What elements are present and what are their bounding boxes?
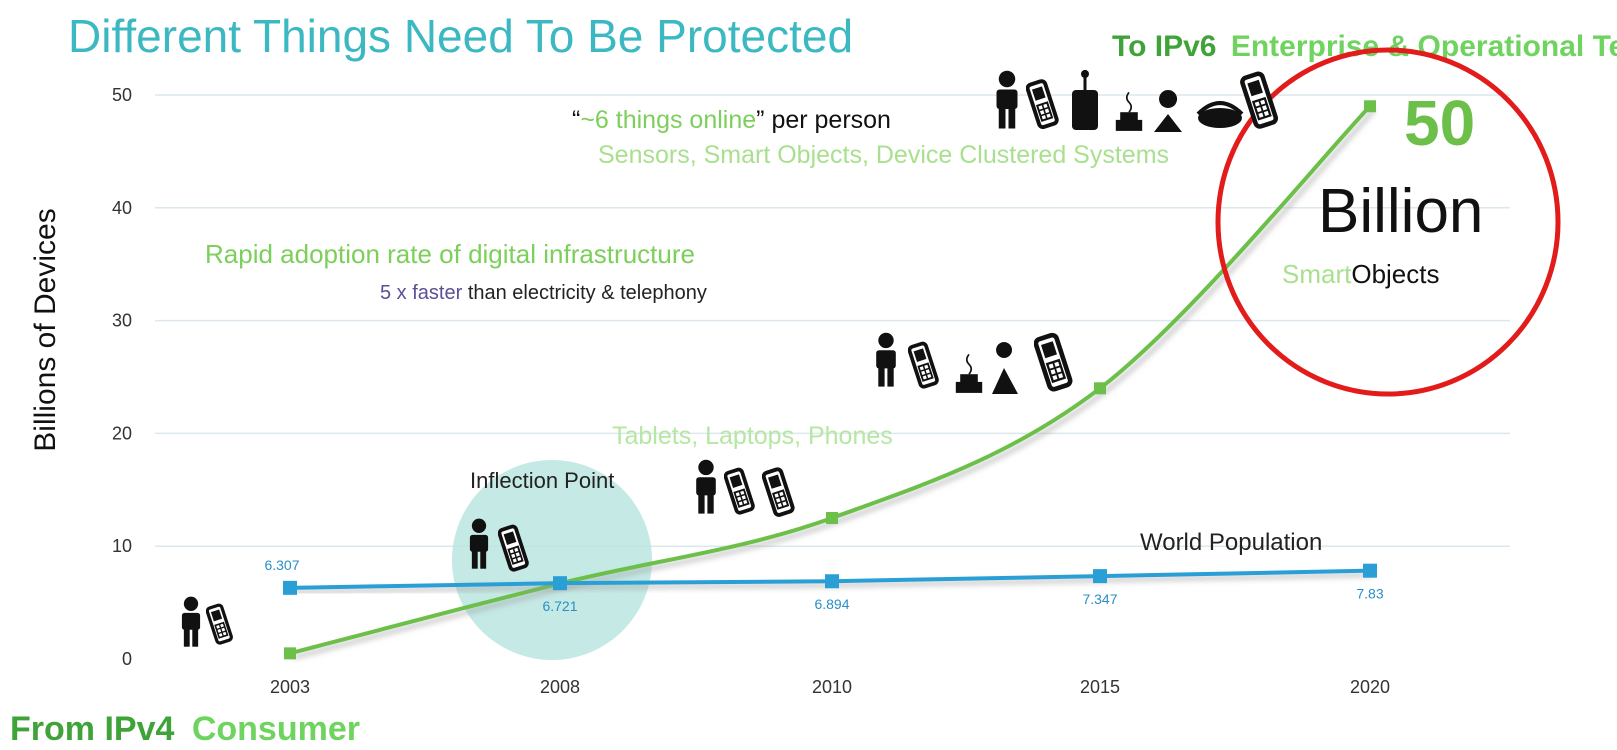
banner-bottom-ipv4: From IPv4 xyxy=(10,710,174,748)
y-tick-label: 20 xyxy=(112,423,132,443)
person-icon xyxy=(876,332,896,387)
device-icon xyxy=(954,353,984,394)
person-icon xyxy=(696,459,716,514)
inflection-point-label: Inflection Point xyxy=(470,468,614,493)
devices-point xyxy=(1094,382,1106,395)
x-tick-label: 2003 xyxy=(270,677,310,697)
banner-top-enterprise: Enterprise & Operational Technologies xyxy=(1231,30,1617,63)
population-data-label: 6.894 xyxy=(814,596,849,612)
phone-icon xyxy=(1035,334,1072,390)
device-icon xyxy=(1114,91,1144,132)
smart-label: Smart xyxy=(1282,259,1352,289)
icons-2018 xyxy=(996,70,1277,132)
x-axis: 2003 2008 2010 2015 2020 xyxy=(270,677,1390,697)
person-icon xyxy=(992,342,1018,394)
population-data-label: 7.347 xyxy=(1082,591,1117,607)
y-tick-label: 50 xyxy=(112,85,132,105)
population-point xyxy=(1093,569,1107,584)
person-icon xyxy=(1154,90,1182,132)
phone-icon xyxy=(1027,80,1058,128)
population-point xyxy=(825,574,839,589)
big-number: 50 xyxy=(1404,87,1475,159)
icons-2009 xyxy=(696,459,796,518)
x-tick-label: 2015 xyxy=(1080,677,1120,697)
series-points: 6.307 6.721 6.894 7.347 7.83 xyxy=(264,100,1384,660)
devices-point xyxy=(284,647,296,660)
big-unit: Billion xyxy=(1318,177,1483,246)
tablets-annotation: Tablets, Laptops, Phones xyxy=(612,422,893,450)
population-data-label: 6.721 xyxy=(542,598,577,614)
x-tick-label: 2008 xyxy=(540,677,580,697)
things-online-annotation: “~6 things online” per person xyxy=(572,106,891,134)
y-tick-label: 30 xyxy=(112,311,132,331)
device-icon xyxy=(1072,70,1098,130)
series-lines xyxy=(289,104,1372,656)
devices-point xyxy=(826,512,838,524)
phone-icon xyxy=(909,343,938,388)
sensors-annotation: Sensors, Smart Objects, Device Clustered… xyxy=(598,141,1169,169)
banner-top: To IPv6 Enterprise & Operational Technol… xyxy=(1112,30,1617,63)
objects-label: Objects xyxy=(1351,259,1439,289)
phone-icon xyxy=(724,466,756,516)
banner-bottom-consumer: Consumer xyxy=(192,710,360,748)
rapid-adoption-annotation: Rapid adoption rate of digital infrastru… xyxy=(205,239,695,269)
faster-annotation: 5 x faster than electricity & telephony xyxy=(380,282,707,304)
phone-icon xyxy=(206,602,234,646)
phone-icon xyxy=(762,466,796,518)
devices-line xyxy=(289,104,1372,656)
y-axis: 0 10 20 30 40 50 xyxy=(112,85,132,669)
faster-highlight: 5 x faster xyxy=(380,282,463,304)
person-icon xyxy=(996,70,1018,129)
icons-2003 xyxy=(181,596,234,647)
banner-bottom: From IPv4 Consumer xyxy=(10,710,360,748)
population-point xyxy=(283,580,297,595)
highlight-circle xyxy=(1215,47,1561,397)
world-population-label: World Population xyxy=(1140,529,1322,556)
things-online-quote-close: ” xyxy=(756,106,764,134)
chart-title: Different Things Need To Be Protected xyxy=(68,10,853,62)
population-point xyxy=(553,576,567,591)
faster-rest: than electricity & telephony xyxy=(462,282,707,304)
y-tick-label: 0 xyxy=(122,649,132,669)
devices-point xyxy=(1364,100,1376,113)
icons-2012 xyxy=(876,333,1071,394)
x-tick-label: 2010 xyxy=(812,677,852,697)
things-online-rest: per person xyxy=(765,106,891,134)
inflection-point-circle xyxy=(452,460,652,660)
population-point xyxy=(1363,563,1377,578)
gridlines xyxy=(155,94,1510,547)
banner-top-ipv6: To IPv6 xyxy=(1112,30,1216,63)
person-icon xyxy=(181,596,201,647)
population-data-label: 6.307 xyxy=(264,557,299,573)
things-online-quote-open: “ xyxy=(572,106,580,134)
x-tick-label: 2020 xyxy=(1350,677,1390,697)
phone-icon xyxy=(1241,73,1277,128)
device-icon xyxy=(1196,101,1244,128)
y-tick-label: 10 xyxy=(112,536,132,556)
population-data-label: 7.83 xyxy=(1356,586,1383,602)
things-online-highlight: ~6 things online xyxy=(580,106,756,134)
smart-objects-label: SmartObjects xyxy=(1282,259,1440,289)
y-tick-label: 40 xyxy=(112,198,132,218)
y-axis-label: Billions of Devices xyxy=(29,208,62,451)
